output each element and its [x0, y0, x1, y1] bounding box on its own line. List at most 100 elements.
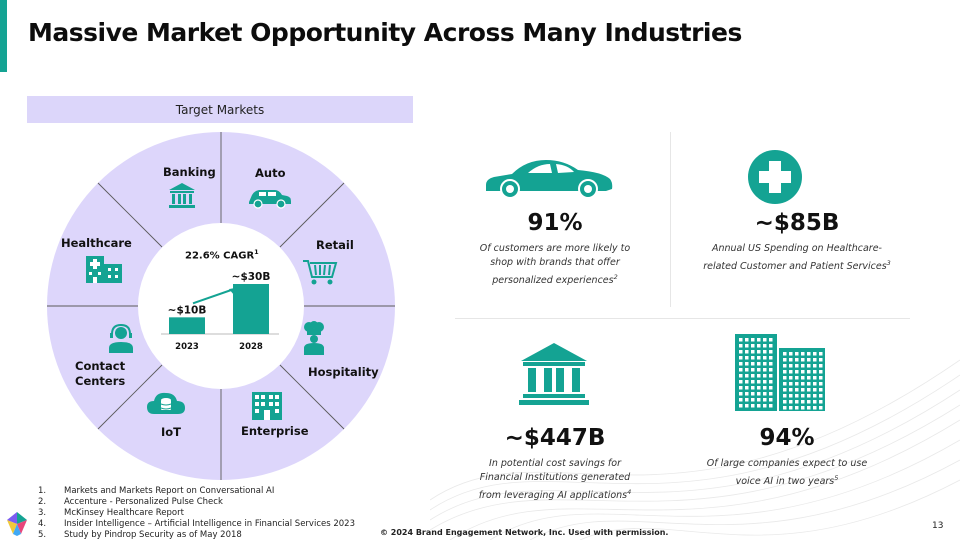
bar-year-label: 2023: [175, 342, 199, 352]
copyright: © 2024 Brand Engagement Network, Inc. Us…: [380, 528, 669, 537]
segment-label-auto: Auto: [255, 166, 286, 180]
window: [783, 406, 787, 410]
window: [795, 400, 799, 404]
window: [783, 388, 787, 392]
window: [795, 364, 799, 368]
window: [751, 398, 755, 402]
bar-year-label: 2028: [239, 342, 263, 352]
window: [757, 374, 761, 378]
window: [763, 362, 767, 366]
window: [751, 404, 755, 408]
window: [751, 350, 755, 354]
window: [739, 338, 743, 342]
window: [757, 392, 761, 396]
window: [769, 386, 773, 390]
cagr-label: 22.6% CAGR1: [185, 248, 259, 262]
footnote: 1. Markets and Markets Report on Conversa…: [38, 486, 275, 496]
window: [789, 382, 793, 386]
window: [819, 358, 823, 362]
target-markets-header: Target Markets: [27, 96, 413, 123]
window: [789, 370, 793, 374]
window: [739, 362, 743, 366]
window: [745, 374, 749, 378]
window: [769, 368, 773, 372]
window: [745, 380, 749, 384]
window: [763, 386, 767, 390]
window: [769, 374, 773, 378]
window: [813, 406, 817, 410]
window: [795, 376, 799, 380]
window: [751, 368, 755, 372]
window: [819, 364, 823, 368]
window: [751, 374, 755, 378]
window: [769, 380, 773, 384]
headset-agent-icon: [109, 323, 133, 353]
segment-label-hospitality: Hospitality: [308, 365, 379, 379]
window: [763, 404, 767, 408]
accent-bar: [0, 0, 7, 72]
window: [789, 352, 793, 356]
window: [789, 394, 793, 398]
car-icon: [249, 190, 291, 209]
background-wave-lines: [430, 359, 960, 540]
sports-car-icon: [486, 160, 613, 199]
window: [807, 394, 811, 398]
window: [739, 392, 743, 396]
slide-title: Massive Market Opportunity Across Many I…: [28, 18, 742, 47]
stats-divider-horizontal: [455, 318, 910, 319]
window: [745, 344, 749, 348]
window: [795, 382, 799, 386]
window: [751, 392, 755, 396]
window: [789, 376, 793, 380]
window: [789, 400, 793, 404]
window: [757, 338, 761, 342]
window: [757, 398, 761, 402]
window: [769, 404, 773, 408]
stat-description: Annual US Spending on Healthcare-related…: [703, 243, 891, 273]
window: [783, 394, 787, 398]
window: [757, 344, 761, 348]
window: [789, 358, 793, 362]
cloud-database-icon: [147, 392, 185, 414]
window: [801, 364, 805, 368]
window: [739, 380, 743, 384]
medical-cross-icon: [748, 150, 802, 204]
segment-label-centers: Centers: [75, 374, 126, 388]
window: [801, 358, 805, 362]
shopping-cart-icon: [303, 260, 338, 285]
window: [783, 382, 787, 386]
segment-label-enterprise: Enterprise: [241, 424, 309, 438]
window: [813, 376, 817, 380]
window: [763, 368, 767, 372]
window: [739, 386, 743, 390]
window: [801, 388, 805, 392]
window: [739, 404, 743, 408]
window: [807, 364, 811, 368]
bar-2028: [233, 284, 269, 334]
window: [745, 368, 749, 372]
footnote: 4. Insider Intelligence – Artificial Inte…: [38, 519, 355, 529]
window: [819, 388, 823, 392]
window: [745, 392, 749, 396]
window: [813, 400, 817, 404]
window: [751, 362, 755, 366]
window: [807, 358, 811, 362]
window: [819, 400, 823, 404]
window: [751, 344, 755, 348]
window: [769, 338, 773, 342]
window: [745, 362, 749, 366]
window: [807, 400, 811, 404]
segment-label-iot: IoT: [161, 425, 182, 439]
bar-value-label: ~$10B: [168, 304, 207, 316]
segment-label-banking: Banking: [163, 165, 216, 179]
window: [795, 388, 799, 392]
company-logo-icon: [7, 512, 27, 536]
window: [795, 358, 799, 362]
window: [801, 370, 805, 374]
window: [783, 400, 787, 404]
window: [801, 382, 805, 386]
window: [769, 362, 773, 366]
growth-arrow: [192, 287, 238, 305]
window: [745, 338, 749, 342]
window: [807, 382, 811, 386]
